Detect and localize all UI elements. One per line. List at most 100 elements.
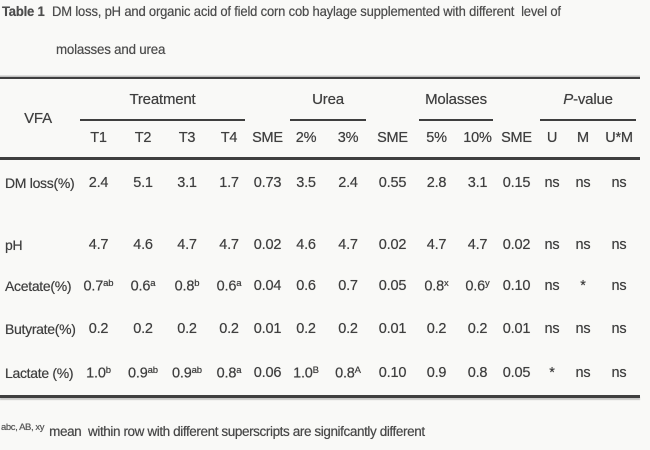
table-cell: 0.8x: [424, 277, 449, 295]
table-cell: 1.7: [219, 174, 239, 191]
table-cell: 0.05: [502, 365, 531, 381]
table-cell: ns: [575, 365, 591, 381]
table-cell: 0.05: [378, 278, 407, 294]
table-row: Acetate(%) 0.7ab 0.6a 0.8b 0.6a 0.04 0.6 0.7 0.0…: [0, 265, 640, 307]
table-cell: ns: [611, 321, 627, 337]
table-cell: 0.7: [338, 278, 358, 294]
table-cell: *: [549, 365, 555, 381]
footnote-superscript: abc, AB, xy: [1, 422, 45, 433]
table-cell: 0.9: [426, 365, 447, 381]
table-cell: 0.6y: [465, 277, 490, 295]
table-caption-text: DM loss, pH and organic acid of field co…: [52, 3, 561, 19]
table-cell: 0.2: [177, 321, 197, 337]
column-header: U*M: [605, 130, 633, 146]
table-body: DM loss(%) 2.4 5.1 3.1 1.7 0.73 3.5 2.4 0.55 2.8 3…: [0, 160, 640, 395]
table-cell: 0.2: [426, 321, 447, 337]
table-cell: 5.1: [133, 174, 153, 191]
table-cell: 4.7: [467, 237, 488, 253]
column-header: T2: [134, 130, 152, 146]
column-header: 2%: [295, 130, 317, 146]
table-row: DM loss(%) 2.4 5.1 3.1 1.7 0.73 3.5 2.4 0.55 2.8 3…: [0, 160, 640, 205]
table-cell: 4.7: [219, 237, 239, 253]
table-cell: 0.01: [253, 321, 282, 337]
table-cell: ns: [544, 321, 560, 337]
table-cell: 0.6a: [130, 277, 156, 295]
column-header: 5%: [426, 130, 447, 146]
table-cell: 0.01: [502, 321, 531, 337]
group-header: Urea: [290, 79, 366, 121]
row-label: pH: [5, 237, 23, 253]
table-top-rule: [0, 77, 640, 79]
table-cell: 0.6a: [216, 277, 242, 295]
table-cell: 0.2: [338, 321, 358, 337]
table-cell: 2.4: [88, 174, 109, 191]
table-cell: 0.8b: [174, 277, 200, 295]
column-header: 10%: [463, 130, 492, 146]
group-header: P -value: [540, 79, 636, 121]
column-header: SME: [252, 130, 283, 146]
table-cell: 4.6: [133, 237, 153, 253]
table-cell: 4.7: [177, 237, 197, 253]
footnote-text: mean within row with different superscri…: [49, 424, 425, 439]
table-cell: 0.02: [253, 237, 282, 253]
table-cell: 4.7: [426, 237, 447, 253]
table-cell: 4.7: [88, 237, 109, 253]
row-label: Acetate(%): [5, 278, 72, 294]
table-cell: 1.0b: [86, 364, 111, 382]
table-cell: 0.9ab: [128, 364, 158, 382]
column-header-vfa: VFA: [24, 109, 52, 127]
table-row: Butyrate(%) 0.2 0.2 0.2 0.2 0.01 0.2 0.2 0.01 0.2…: [0, 307, 640, 351]
table-cell: 0.04: [253, 278, 282, 294]
table-cell: 2.4: [338, 174, 358, 191]
table-cell: 4.7: [338, 237, 358, 253]
table-cell: 0.01: [378, 321, 407, 337]
table-row: Lactate (%) 1.0b 0.9ab 0.9ab 0.8a 0.06 1.0B 0.8…: [0, 351, 640, 395]
table-cell: ns: [611, 174, 627, 191]
table-cell: 0.8a: [216, 364, 242, 382]
table-cell: 0.10: [378, 365, 407, 381]
table-cell: 0.2: [133, 321, 153, 337]
table-cell: 0.55: [378, 174, 407, 191]
table-cell: 0.10: [502, 278, 531, 294]
table-cell: 0.8: [467, 365, 488, 381]
table-cell: 4.6: [296, 237, 316, 253]
table-cell: ns: [611, 237, 627, 253]
table-cell: 0.7ab: [83, 277, 114, 295]
table-cell: 0.15: [502, 174, 531, 191]
table-cell: 2.8: [426, 174, 447, 191]
table-cell: 0.2: [88, 321, 109, 337]
column-header: T3: [178, 130, 196, 146]
table-caption: Table 1 DM loss, pH and organic acid of f…: [2, 3, 561, 19]
table-cell: 3.5: [296, 174, 316, 191]
table-cell: ns: [544, 237, 560, 253]
row-label: Butyrate(%): [5, 321, 76, 337]
column-header: 3%: [337, 130, 359, 146]
vfa-table: VFA Treatment Urea Molasses P -value T1 T2 T3 T4 S…: [0, 77, 640, 398]
table-number: Table 1: [2, 3, 45, 19]
table-cell: ns: [544, 278, 560, 294]
table-cell: *: [580, 278, 586, 294]
column-header: SME: [501, 130, 532, 146]
table-cell: 0.2: [296, 321, 316, 337]
table-cell: 3.1: [467, 174, 488, 191]
group-header: Treatment: [80, 79, 245, 121]
row-label: Lactate (%): [5, 365, 74, 381]
table-cell: 0.73: [253, 174, 282, 191]
column-header: T1: [90, 130, 107, 146]
column-header: U: [546, 130, 558, 146]
table-cell: ns: [575, 237, 591, 253]
table-cell: ns: [575, 321, 591, 337]
table-cell: ns: [544, 174, 560, 191]
table-cell: 0.06: [253, 365, 282, 381]
column-header: M: [577, 130, 589, 146]
table-header-rule: [0, 157, 640, 160]
column-header: SME: [377, 130, 408, 146]
table-cell: 1.0B: [293, 364, 319, 382]
table-cell: 0.2: [467, 321, 488, 337]
table-cell: ns: [575, 174, 591, 191]
table-cell: 0.02: [378, 237, 407, 253]
group-header: Molasses: [419, 79, 493, 121]
table-bottom-rule: [0, 395, 640, 398]
table-cell: ns: [611, 278, 627, 294]
